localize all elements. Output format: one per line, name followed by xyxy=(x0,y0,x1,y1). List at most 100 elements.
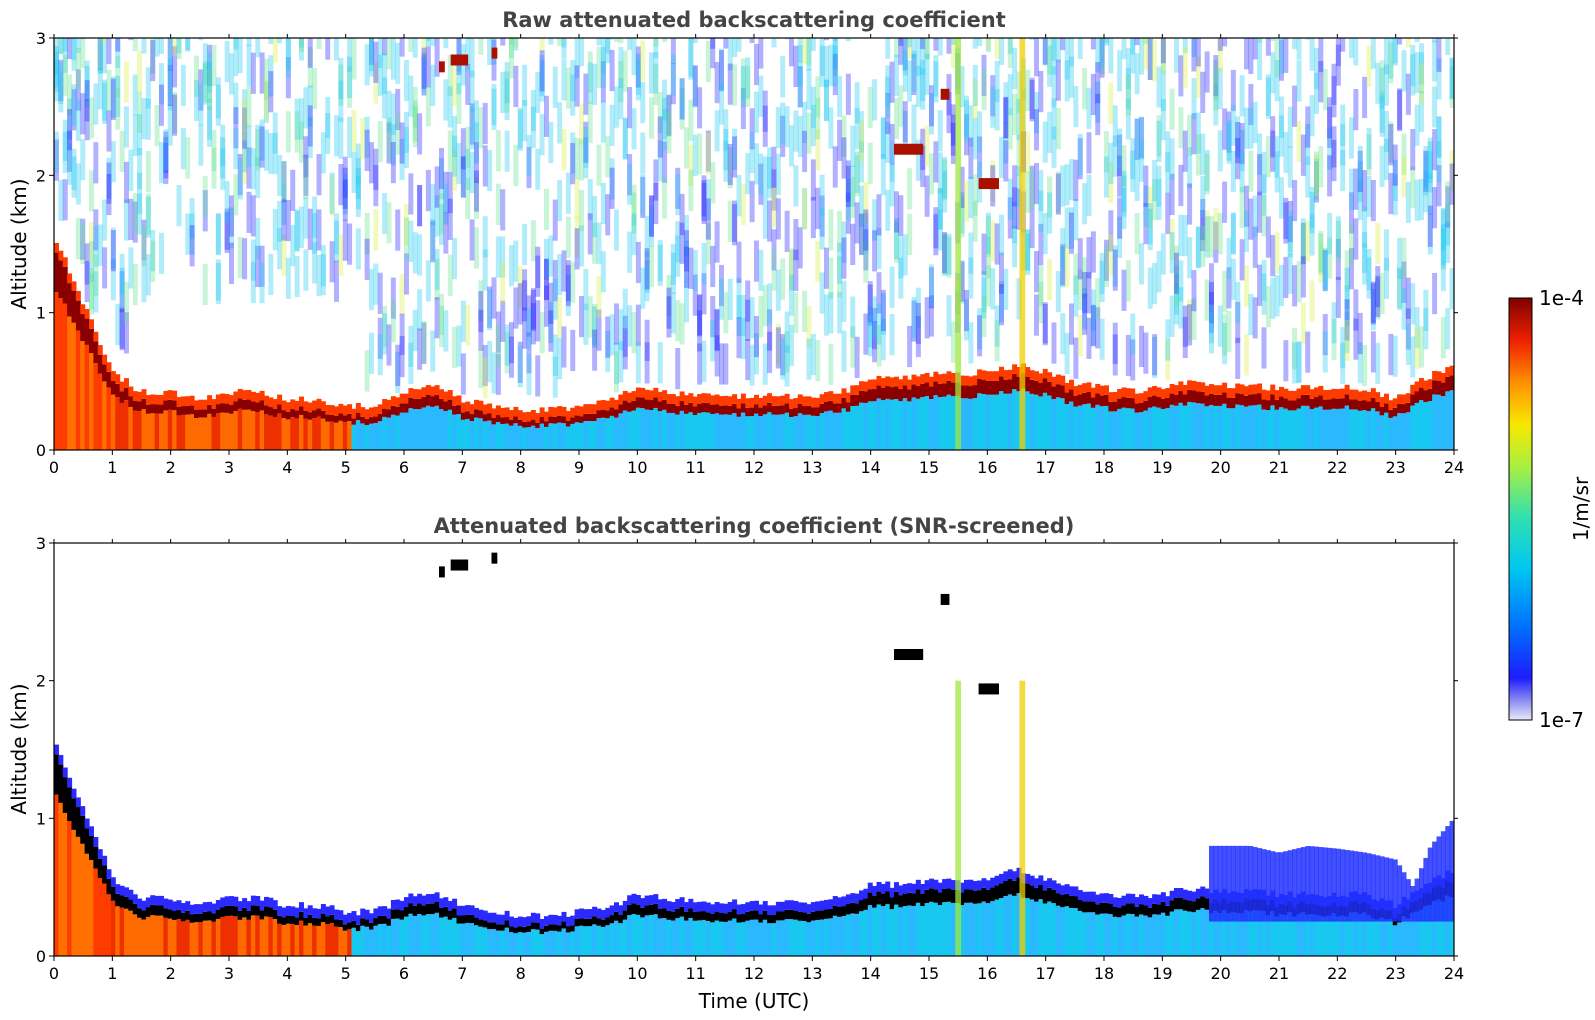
noise-cell xyxy=(1405,277,1411,319)
noise-cell xyxy=(1130,38,1136,55)
noise-cell xyxy=(1160,70,1166,112)
noise-cell xyxy=(281,234,287,276)
aerosol-top-cell xyxy=(719,913,724,922)
noise-cell xyxy=(539,50,545,92)
boundary-layer-cell xyxy=(1440,901,1446,956)
layer-halo-cell xyxy=(692,902,698,912)
boundary-layer-cell xyxy=(285,923,291,956)
noise-cell xyxy=(784,345,790,387)
layer-halo-cell xyxy=(1217,385,1223,395)
noise-cell xyxy=(587,213,593,255)
noise-cell xyxy=(119,130,125,173)
noise-cell xyxy=(1283,340,1289,382)
noise-cell xyxy=(714,335,720,377)
boundary-layer-cell xyxy=(207,413,213,450)
layer-halo-cell xyxy=(627,895,633,905)
boundary-layer-cell xyxy=(705,920,711,956)
layer-halo-cell xyxy=(762,901,768,911)
boundary-layer-cell xyxy=(758,922,764,956)
boundary-layer-cell xyxy=(425,914,431,956)
aerosol-top-cell xyxy=(635,904,641,915)
aerosol-top-cell xyxy=(1029,885,1035,900)
noise-cell xyxy=(102,199,108,241)
aerosol-top-cell xyxy=(443,906,449,917)
noise-cell xyxy=(688,169,694,212)
layer-halo-cell xyxy=(749,397,755,408)
noise-cell xyxy=(653,52,659,94)
aerosol-top-cell xyxy=(1160,398,1166,409)
aerosol-top-cell xyxy=(474,917,479,926)
layer-halo-cell xyxy=(1375,392,1381,402)
layer-halo-cell xyxy=(1169,383,1175,394)
layer-halo-cell xyxy=(1086,382,1092,392)
noise-cell xyxy=(579,103,584,145)
aerosol-top-cell xyxy=(740,913,746,923)
boundary-layer-cell xyxy=(732,413,738,450)
aerosol-top-cell xyxy=(417,903,423,914)
noise-cell xyxy=(1414,179,1420,221)
noise-cell xyxy=(631,311,637,354)
boundary-layer-cell xyxy=(259,919,265,956)
noise-cell xyxy=(937,110,943,152)
noise-cell xyxy=(1322,249,1328,291)
noise-cell xyxy=(334,220,339,262)
boundary-layer-cell xyxy=(723,921,729,956)
noise-cell xyxy=(1007,38,1013,68)
noise-cell xyxy=(211,147,217,189)
noise-cell xyxy=(657,140,663,182)
noise-cell xyxy=(1034,250,1039,293)
layer-halo-cell xyxy=(592,906,598,917)
screened-aerosol-cell xyxy=(1405,879,1411,922)
aerosol-top-cell xyxy=(946,380,952,395)
noise-cell xyxy=(1160,233,1166,275)
noise-cell xyxy=(1025,171,1031,213)
layer-halo-cell xyxy=(1077,890,1083,900)
noise-cell xyxy=(1327,155,1333,197)
layer-halo-cell xyxy=(1143,895,1149,906)
aerosol-top-cell xyxy=(281,410,287,419)
noise-cell xyxy=(754,91,759,133)
aerosol-top-cell xyxy=(430,396,436,407)
boundary-layer-cell xyxy=(84,344,90,450)
layer-halo-cell xyxy=(666,901,672,911)
elevated-aerosol-layer xyxy=(491,552,498,564)
boundary-layer-cell xyxy=(163,410,169,450)
boundary-layer-cell xyxy=(1283,914,1289,956)
layer-halo-cell xyxy=(1331,388,1337,399)
noise-cell xyxy=(1077,268,1083,310)
boundary-layer-cell xyxy=(180,921,186,956)
noise-cell xyxy=(338,234,344,276)
boundary-layer-cell xyxy=(1362,410,1368,450)
boundary-layer-cell xyxy=(97,373,103,450)
aerosol-top-cell xyxy=(920,383,926,397)
aerosol-top-cell xyxy=(290,916,296,925)
noise-cell xyxy=(880,116,886,159)
noise-cell xyxy=(1121,38,1127,60)
boundary-layer-cell xyxy=(767,923,773,956)
noise-cell xyxy=(548,38,554,45)
noise-cell xyxy=(762,197,768,239)
noise-cell xyxy=(1445,204,1451,246)
boundary-layer-cell xyxy=(583,926,589,956)
noise-cell xyxy=(653,182,659,225)
noise-cell xyxy=(1265,74,1271,116)
aerosol-top-cell xyxy=(1178,897,1184,910)
layer-halo-cell xyxy=(754,900,759,911)
layer-halo-cell xyxy=(574,909,580,919)
aerosol-top-cell xyxy=(863,898,869,910)
layer-halo-cell xyxy=(1449,365,1454,376)
layer-halo-cell xyxy=(596,908,602,919)
noise-cell xyxy=(1125,98,1131,140)
noise-cell xyxy=(1121,187,1127,230)
noise-cell xyxy=(189,213,195,255)
noise-cell xyxy=(1370,283,1376,325)
noise-cell xyxy=(478,107,484,149)
layer-halo-cell xyxy=(67,777,73,788)
layer-halo-cell xyxy=(828,899,834,909)
layer-halo-cell xyxy=(561,406,567,417)
noise-cell xyxy=(299,121,304,163)
aerosol-top-cell xyxy=(1112,401,1118,412)
boundary-layer-cell xyxy=(1209,404,1214,450)
noise-cell xyxy=(364,238,370,280)
aerosol-top-cell xyxy=(806,913,812,923)
